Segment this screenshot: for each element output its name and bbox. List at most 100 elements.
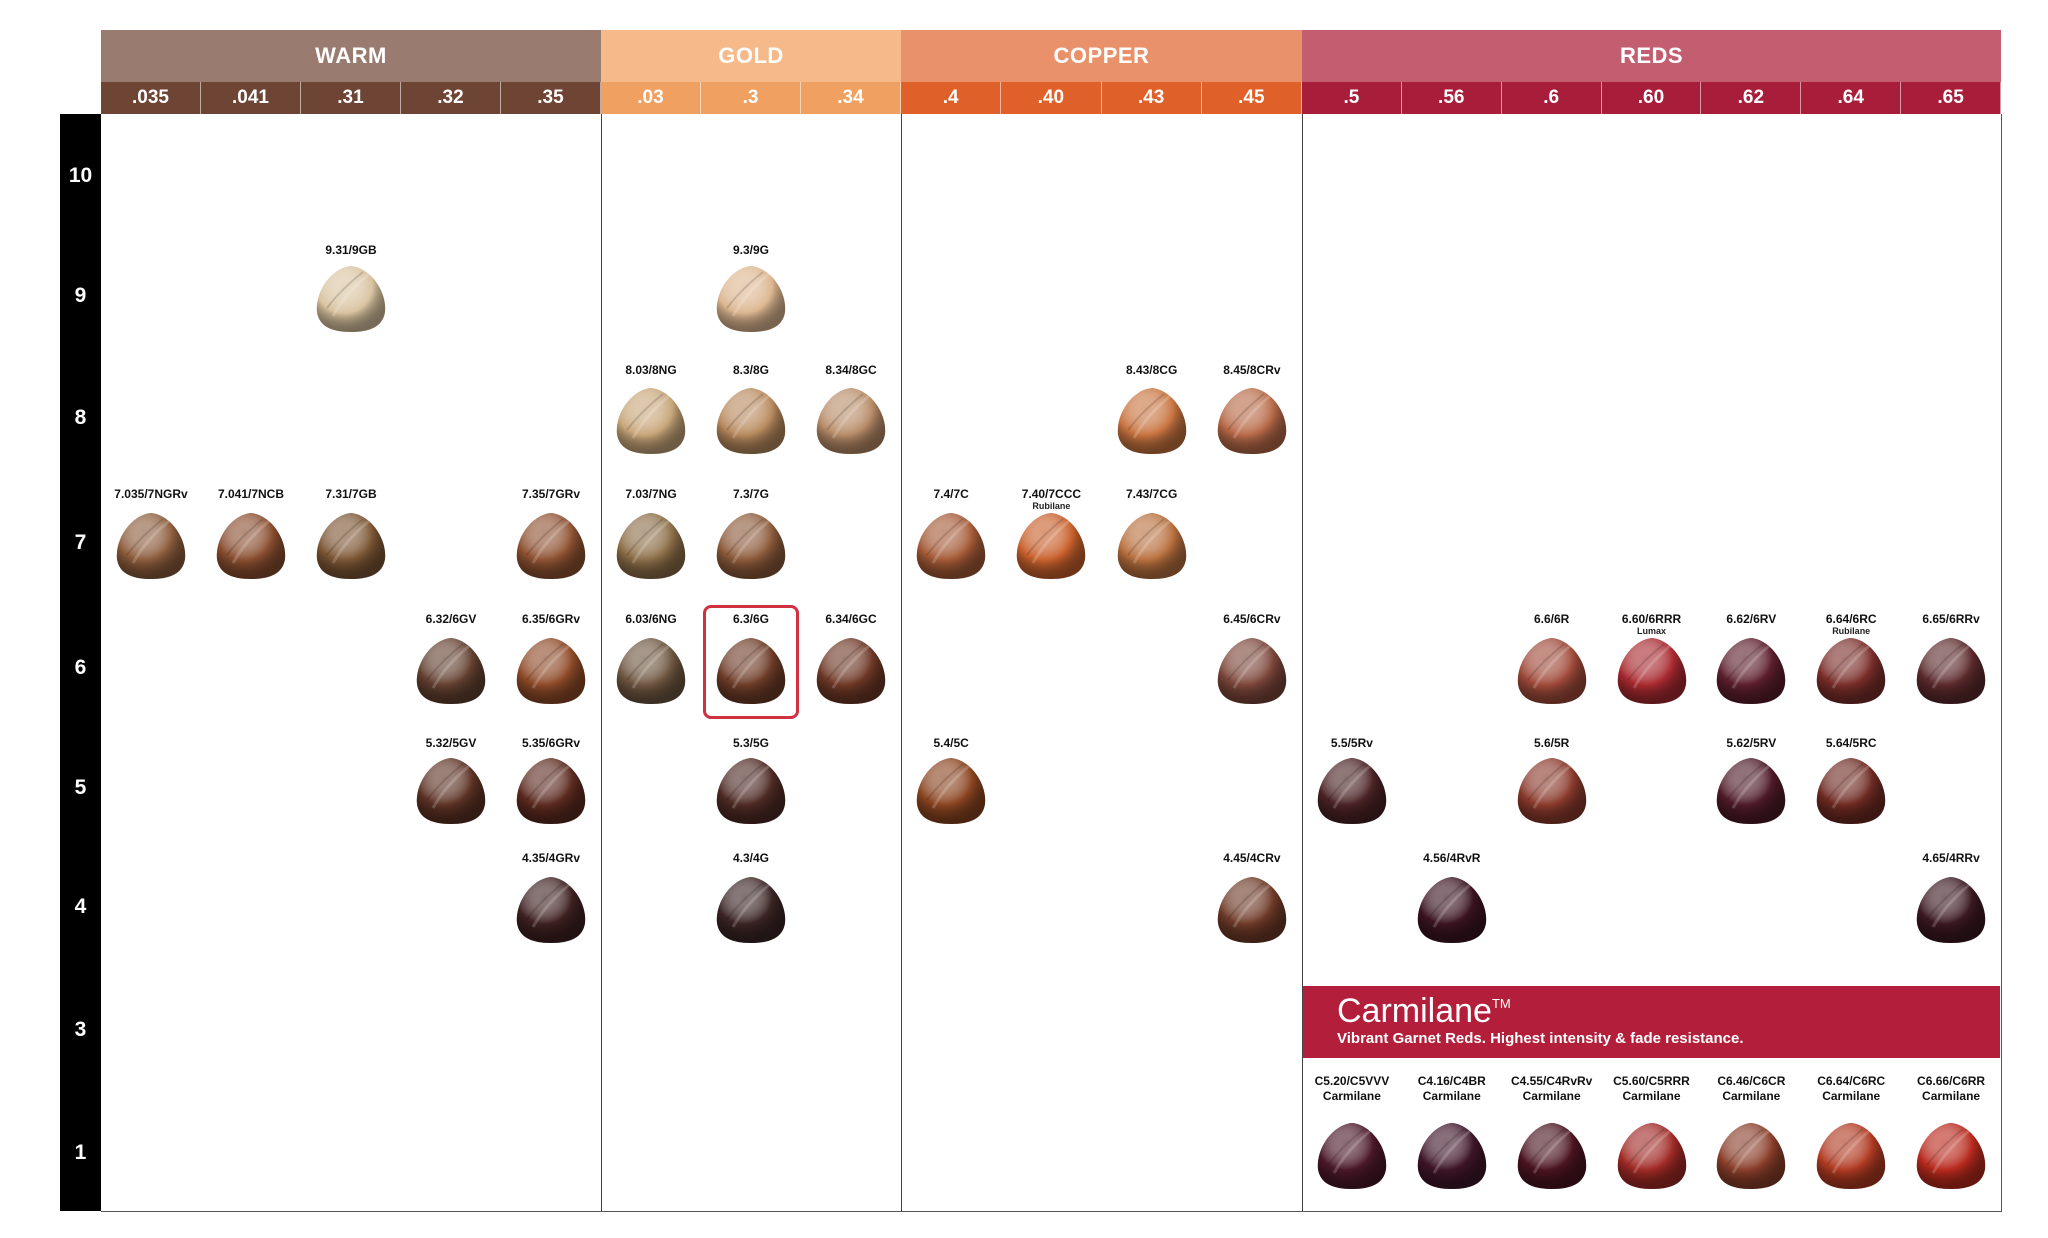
hair-swatch[interactable] (1813, 1119, 1889, 1191)
hair-swatch[interactable] (213, 509, 289, 581)
hair-swatch[interactable] (613, 634, 689, 706)
hair-swatch[interactable] (1114, 384, 1190, 456)
hair-swatch[interactable] (713, 873, 789, 945)
hair-swatch[interactable] (1713, 754, 1789, 826)
swatch-label: 8.43/8CG (1125, 363, 1178, 377)
swatch-label: 4.45/4CRv (1223, 851, 1281, 865)
hair-swatch[interactable] (1414, 873, 1490, 945)
column-header: .5 (1302, 82, 1402, 114)
swatch-label: 5.6/5R (1533, 736, 1570, 750)
hair-swatch[interactable] (513, 634, 589, 706)
swatch-label: C6.66/C6RR (1917, 1074, 1986, 1088)
hair-swatch[interactable] (1614, 1119, 1690, 1191)
hair-swatch[interactable] (613, 509, 689, 581)
column-header: .35 (501, 82, 601, 114)
swatch-label: C6.64/C6RC (1817, 1074, 1886, 1088)
hair-swatch[interactable] (1114, 509, 1190, 581)
hair-swatch[interactable] (1514, 634, 1590, 706)
swatch-sublabel: Carmilane (1622, 1089, 1681, 1103)
column-header: .32 (401, 82, 501, 114)
hair-swatch[interactable] (1214, 634, 1290, 706)
swatch-label: 6.60/6RRR (1621, 612, 1682, 626)
hair-swatch[interactable] (513, 754, 589, 826)
hair-swatch[interactable] (713, 754, 789, 826)
swatch-label: 5.35/6GRv (521, 736, 581, 750)
column-header: .31 (301, 82, 401, 114)
swatch-label: 6.65/6RRv (1922, 612, 1980, 626)
hair-swatch[interactable] (613, 384, 689, 456)
hair-swatch[interactable] (513, 873, 589, 945)
swatch-sublabel: Lumax (1636, 626, 1666, 636)
swatch-label: 7.035/7NGRv (114, 487, 188, 501)
hair-swatch[interactable] (713, 262, 789, 334)
swatch-label: 7.3/7G (732, 487, 770, 501)
hair-swatch[interactable] (413, 634, 489, 706)
swatch-label: 8.03/8NG (625, 363, 677, 377)
swatch-label: 5.5/5Rv (1330, 736, 1373, 750)
hair-swatch[interactable] (1713, 634, 1789, 706)
hair-swatch[interactable] (713, 509, 789, 581)
hair-swatch[interactable] (713, 634, 789, 706)
swatch-sublabel: Carmilane (1722, 1089, 1781, 1103)
swatch-label: 7.03/7NG (625, 487, 677, 501)
level-label: 9 (74, 284, 87, 307)
hair-swatch[interactable] (1314, 754, 1390, 826)
family-divider (601, 114, 602, 1211)
hair-swatch[interactable] (1414, 1119, 1490, 1191)
level-label: 5 (74, 776, 87, 799)
level-sidebar (60, 114, 101, 1211)
swatch-label: 5.4/5C (933, 736, 969, 750)
hair-swatch[interactable] (513, 509, 589, 581)
family-divider (901, 114, 902, 1211)
swatch-sublabel: Rubilane (1032, 501, 1071, 511)
family-divider (1302, 114, 1303, 1211)
hair-swatch[interactable] (113, 509, 189, 581)
swatch-label: 6.6/6R (1533, 612, 1570, 626)
carmilane-banner: CarmilaneTM Vibrant Garnet Reds. Highest… (1302, 986, 2000, 1058)
hair-swatch[interactable] (413, 754, 489, 826)
hair-swatch[interactable] (1214, 384, 1290, 456)
swatch-label: C4.16/C4BR (1417, 1074, 1486, 1088)
swatch-label: 5.32/5GV (425, 736, 477, 750)
swatch-label: C6.46/C6CR (1717, 1074, 1786, 1088)
hair-swatch[interactable] (1514, 1119, 1590, 1191)
hair-swatch[interactable] (1614, 634, 1690, 706)
hair-swatch[interactable] (1514, 754, 1590, 826)
hair-swatch[interactable] (913, 509, 989, 581)
hair-swatch[interactable] (1913, 634, 1989, 706)
hair-swatch[interactable] (713, 384, 789, 456)
swatch-sublabel: Carmilane (1822, 1089, 1881, 1103)
hair-swatch[interactable] (313, 262, 389, 334)
hair-swatch[interactable] (813, 384, 889, 456)
swatch-label: 6.3/6G (732, 612, 770, 626)
swatch-grid (101, 114, 2002, 1212)
swatch-label: 6.62/6RV (1726, 612, 1777, 626)
hair-swatch[interactable] (1913, 873, 1989, 945)
swatch-label: 6.35/6GRv (521, 612, 581, 626)
hair-swatch[interactable] (1813, 634, 1889, 706)
swatch-label: 6.45/6CRv (1223, 612, 1281, 626)
family-header-warm: WARM (101, 30, 601, 82)
hair-swatch[interactable] (1314, 1119, 1390, 1191)
level-label: 4 (74, 895, 87, 918)
hair-swatch[interactable] (1713, 1119, 1789, 1191)
hair-swatch[interactable] (1813, 754, 1889, 826)
level-label: 7 (74, 531, 87, 554)
swatch-label: C4.55/C4RvRv (1510, 1074, 1593, 1088)
hair-swatch[interactable] (313, 509, 389, 581)
hair-swatch[interactable] (1214, 873, 1290, 945)
hair-swatch[interactable] (1913, 1119, 1989, 1191)
selected-swatch-highlight (703, 605, 799, 719)
swatch-label: 8.3/8G (732, 363, 770, 377)
family-header-copper: COPPER (901, 30, 1302, 82)
hair-swatch[interactable] (913, 754, 989, 826)
hair-swatch[interactable] (813, 634, 889, 706)
carmilane-subtitle: Vibrant Garnet Reds. Highest intensity &… (1337, 1030, 1744, 1047)
level-label: 1 (74, 1141, 87, 1164)
swatch-label: 7.35/7GRv (521, 487, 581, 501)
swatch-label: 6.32/6GV (425, 612, 477, 626)
hair-swatch[interactable] (1013, 509, 1089, 581)
swatch-label: 5.62/5RV (1726, 736, 1777, 750)
swatch-sublabel: Carmilane (1522, 1089, 1581, 1103)
